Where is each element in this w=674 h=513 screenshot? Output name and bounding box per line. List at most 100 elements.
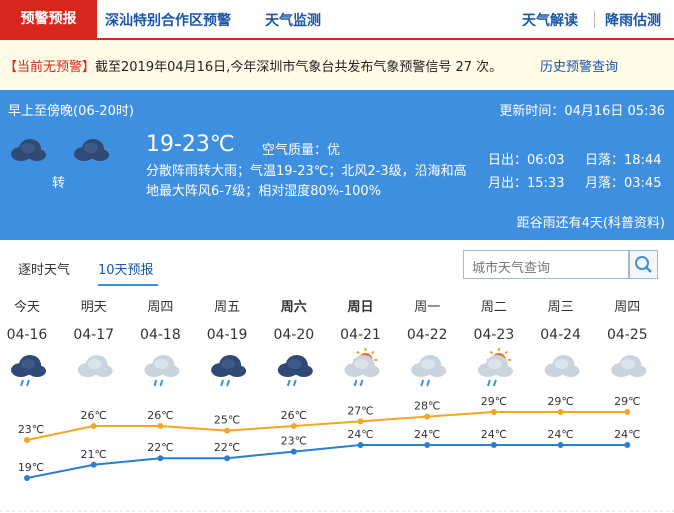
- high-label: 23℃: [18, 423, 44, 436]
- cloud-highlight: [621, 359, 636, 369]
- low-label: 22℃: [214, 441, 240, 454]
- sun-ray: [371, 350, 375, 355]
- tab-underline: [98, 284, 158, 286]
- rain-drop: [20, 379, 24, 387]
- date: 04-20: [273, 327, 314, 343]
- air-quality: 空气质量：优: [262, 143, 341, 158]
- low-line: [26, 444, 628, 479]
- period: 早上至傍晚(06-20时): [8, 104, 134, 119]
- rain-drop: [89, 163, 93, 171]
- nav-tab-active[interactable]: 预警预报: [0, 0, 97, 38]
- weather-icon: [11, 355, 46, 387]
- high-label: 26℃: [147, 409, 173, 422]
- weekday: 周日: [347, 300, 373, 315]
- low-label: 24℃: [547, 428, 573, 441]
- forecast: 今天 04-16 23℃ 19℃ 明天 04-17 26℃ 21℃ 周四 04-18 26℃ 22℃ 周…: [0, 299, 674, 512]
- rain-drop: [26, 379, 30, 387]
- nav-link[interactable]: 天气解读: [522, 13, 578, 29]
- date: 04-18: [140, 327, 181, 343]
- weather-icon: [77, 355, 113, 377]
- update-time: 更新时间：04月16日 05:36: [499, 104, 665, 119]
- alert-line: 【当前无预警】截至2019年04月16日,今年深圳市气象台共发布气象预警信号 2…: [4, 56, 502, 75]
- nav-link[interactable]: 降雨估测: [605, 13, 661, 29]
- solar-term[interactable]: 距谷雨还有4天(科普资料): [516, 216, 665, 231]
- separator: [594, 11, 595, 28]
- weather-icon: [74, 139, 109, 171]
- weekday: 明天: [81, 300, 107, 315]
- rain-drop: [292, 379, 297, 387]
- low-point: [157, 455, 164, 462]
- date: 04-19: [207, 327, 248, 343]
- high-point: [490, 409, 497, 415]
- date: 04-16: [7, 327, 48, 343]
- nav-tab[interactable]: 深汕特别合作区预警: [105, 13, 231, 29]
- cloud-highlight: [84, 143, 98, 153]
- transition: 转: [52, 176, 66, 191]
- cloud: [94, 365, 113, 377]
- high-point: [90, 423, 97, 429]
- rain-drop: [83, 163, 87, 171]
- alert-bar: 【当前无预警】截至2019年04月16日,今年深圳市气象台共发布气象预警信号 2…: [0, 40, 674, 88]
- cloud-highlight: [21, 143, 35, 153]
- high-label: 25℃: [214, 414, 240, 427]
- high-point: [557, 409, 564, 415]
- high-point: [357, 418, 364, 425]
- cloud-highlight: [87, 359, 102, 369]
- low-label: 24℃: [347, 428, 373, 441]
- sun-ray: [356, 350, 360, 355]
- nav-bar: 预警预报 深汕特别合作区预警 天气监测 天气解读 降雨估测: [0, 0, 674, 40]
- search-box[interactable]: 城市天气查询: [463, 250, 629, 279]
- tab[interactable]: 逐时天气: [18, 263, 71, 278]
- high-label: 27℃: [347, 404, 373, 417]
- weather-icon: [277, 355, 313, 387]
- rain-drop: [492, 379, 497, 387]
- high-label: 29℃: [614, 395, 640, 408]
- high-label: 26℃: [81, 409, 107, 422]
- moonset: 月落：03:45: [585, 176, 662, 191]
- weekday: 今天: [14, 299, 40, 315]
- rain-drop: [226, 379, 231, 387]
- weather-icon: [611, 355, 647, 377]
- low-label: 22℃: [147, 441, 173, 454]
- cloud: [561, 365, 580, 377]
- low-point: [424, 442, 431, 448]
- date: 04-21: [340, 327, 381, 343]
- weather-icon: [477, 348, 513, 387]
- weekday: 周四: [614, 300, 640, 315]
- cloud: [428, 365, 447, 377]
- sunrise: 日出：06:03: [488, 153, 565, 168]
- cloud-highlight: [421, 359, 436, 369]
- weekday: 周二: [481, 300, 507, 315]
- sun-ray: [489, 350, 494, 355]
- weekday: 周五: [214, 300, 240, 315]
- rain-drop: [20, 163, 24, 171]
- cloud: [28, 149, 46, 161]
- high-label: 29℃: [547, 395, 573, 408]
- moonrise: 月出：15:33: [488, 176, 565, 191]
- high-label: 26℃: [281, 409, 307, 422]
- search-button[interactable]: [629, 250, 658, 279]
- low-point: [290, 448, 297, 455]
- cloud: [628, 365, 647, 377]
- high-point: [157, 423, 164, 429]
- date: 04-23: [474, 327, 515, 343]
- date: 04-17: [73, 327, 114, 343]
- today-panel: 早上至傍晚(06-20时) 更新时间：04月16日 05:36 转 19-23℃…: [0, 90, 674, 240]
- tab-active[interactable]: 10天预报: [98, 263, 154, 278]
- cloud: [494, 365, 513, 377]
- sun-ray: [504, 350, 509, 355]
- history-link[interactable]: 历史预警查询: [540, 60, 619, 75]
- rain-drop: [486, 379, 491, 387]
- description: 分散阵雨转大雨；气温19-23℃；北风2-3级，沿海和高地最大阵风6-7级；相对…: [146, 164, 467, 199]
- low-point: [624, 442, 631, 448]
- high-point: [290, 423, 297, 429]
- low-label: 24℃: [614, 428, 640, 441]
- date: 04-25: [607, 327, 648, 343]
- nav-tab[interactable]: 天气监测: [265, 13, 321, 29]
- rain-drop: [286, 379, 291, 387]
- low-point: [557, 442, 564, 448]
- cloud-highlight: [154, 359, 169, 369]
- today-icons: [11, 139, 109, 171]
- low-point: [357, 442, 364, 448]
